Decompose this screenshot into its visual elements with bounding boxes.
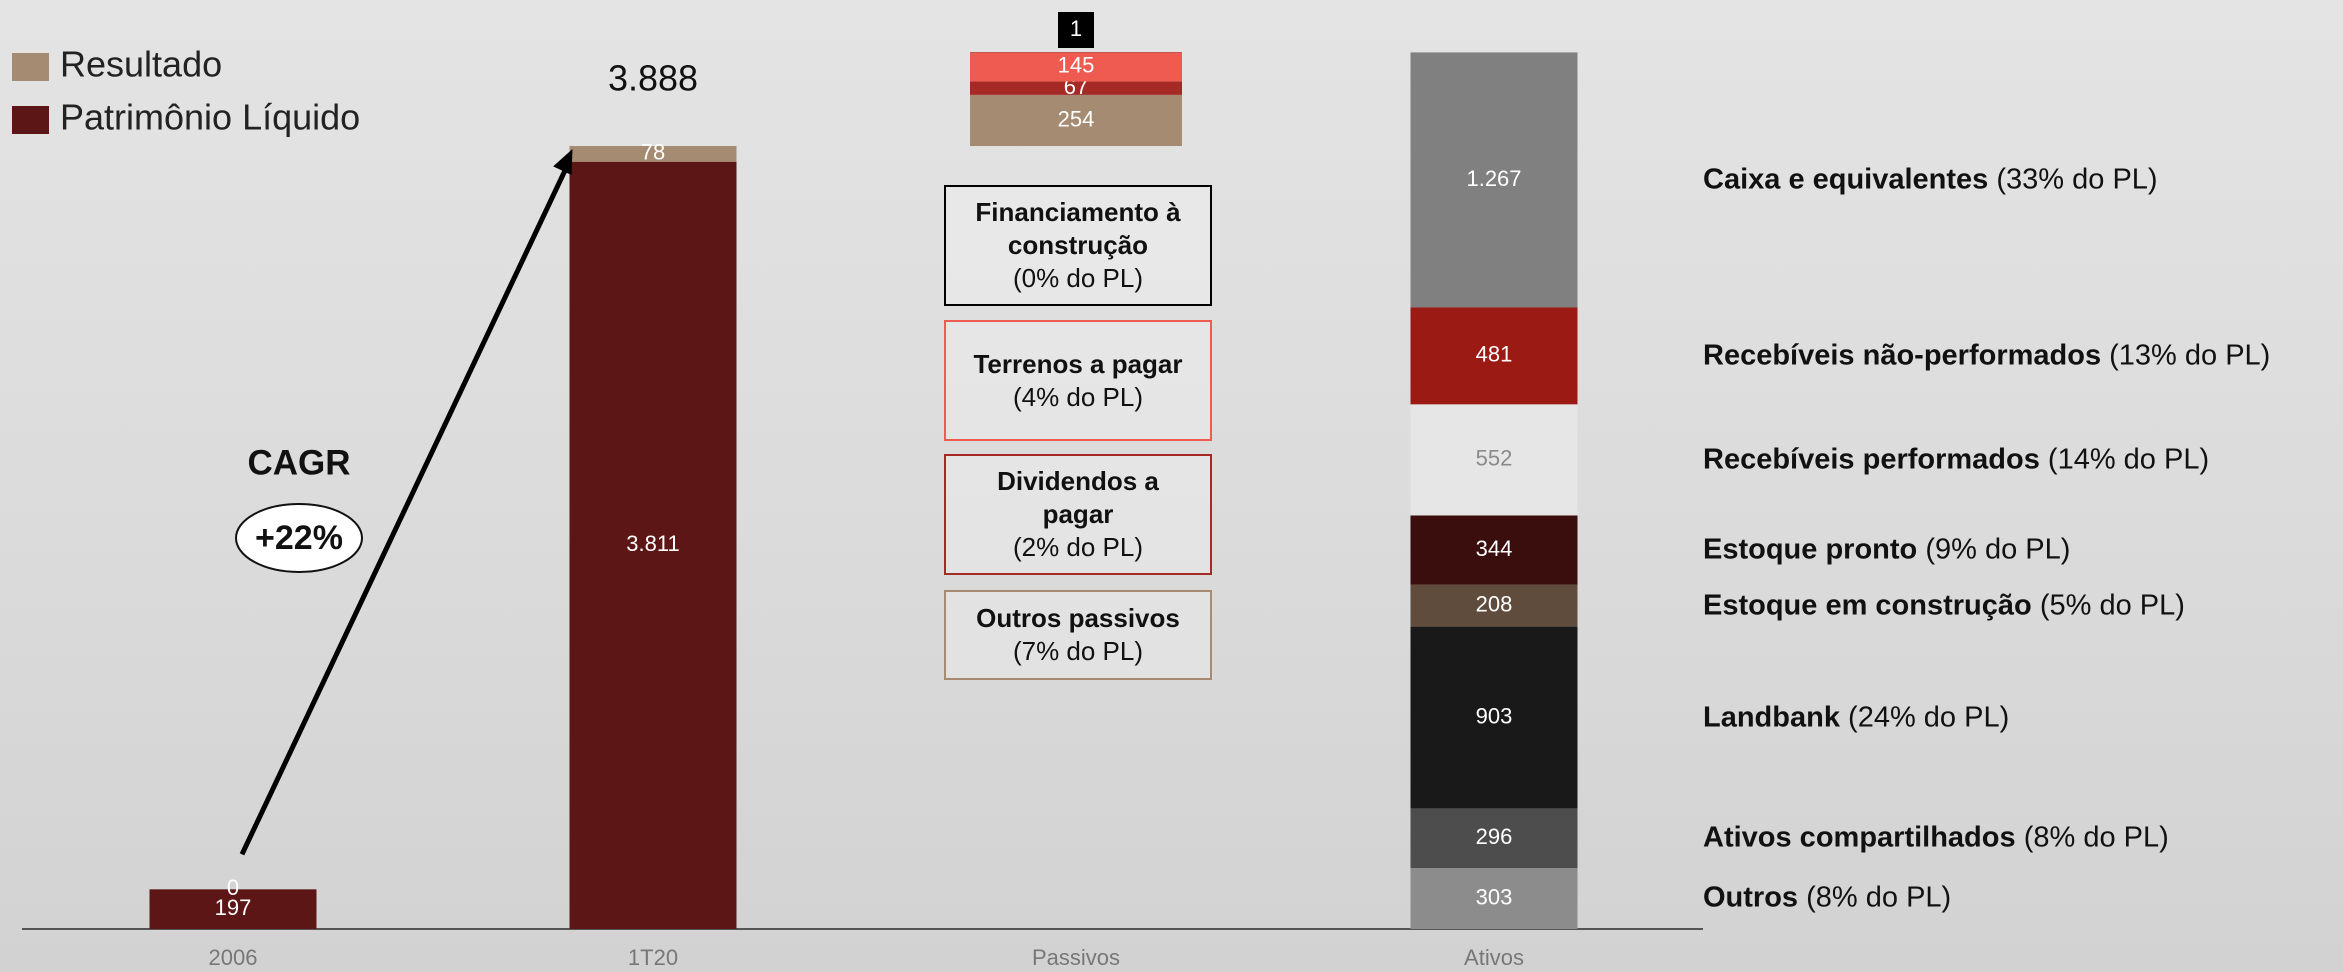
asset-name: Ativos compartilhados [1703, 821, 2016, 854]
data-label: 481 [1476, 342, 1513, 367]
bar-segment [970, 52, 1182, 82]
legend-label: Resultado [60, 44, 222, 85]
asset-name: Recebíveis não-performados [1703, 339, 2102, 372]
bar-segment [569, 146, 737, 162]
bar-segment [1410, 307, 1578, 405]
cagr-value: +22% [255, 519, 343, 557]
legend-swatch [12, 106, 49, 134]
liability-note: (2% do PL) [1012, 532, 1144, 562]
asset-note: (9% do PL) [1925, 533, 2071, 566]
asset-label: Recebíveis performados (14% do PL) [1703, 443, 2209, 476]
liability-name: Dividendos a pagar [997, 466, 1159, 529]
asset-label: Estoque pronto (9% do PL) [1703, 534, 2070, 567]
liability-box: Terrenos a pagar (4% do PL) [944, 320, 1212, 441]
data-label: 208 [1476, 591, 1513, 616]
data-label: 0 [227, 875, 239, 900]
cagr-title: CAGR [247, 443, 350, 482]
data-label: 197 [215, 895, 252, 920]
data-label: 254 [1058, 106, 1095, 131]
asset-name: Landbank [1703, 701, 1840, 733]
asset-label: Outros (8% do PL) [1703, 882, 1951, 915]
asset-label: Caixa e equivalentes (33% do PL) [1703, 163, 2158, 196]
liability-box: Financiamento à construção (0% do PL) [944, 185, 1212, 306]
data-label: 552 [1476, 446, 1513, 471]
asset-note: (33% do PL) [1996, 163, 2158, 196]
asset-label: Estoque em construção (5% do PL) [1703, 589, 2185, 622]
x-tick-label: Ativos [1464, 945, 1524, 970]
bar-segment [569, 161, 737, 930]
bar-segment [1410, 404, 1578, 516]
bar-segment [1410, 515, 1578, 585]
growth-arrow [239, 161, 571, 856]
bar-segment [1410, 867, 1578, 929]
liability-note: (0% do PL) [1012, 263, 1144, 293]
x-tick-label: 2006 [209, 945, 258, 970]
liability-note: (4% do PL) [1012, 381, 1144, 412]
asset-note: (8% do PL) [2023, 821, 2169, 854]
liability-box: Outros passivos (7% do PL) [944, 590, 1212, 680]
asset-name: Caixa e equivalentes [1703, 163, 1989, 196]
arrow-head [553, 149, 573, 176]
bar-segment [970, 81, 1182, 95]
data-label: 296 [1476, 824, 1513, 849]
bar-segment [1410, 808, 1578, 868]
asset-label: Recebíveis não-performados (13% do PL) [1703, 339, 2270, 372]
asset-note: (8% do PL) [1806, 881, 1952, 914]
cagr-ellipse [235, 503, 363, 573]
bar-segment [149, 889, 317, 929]
liability-name: Outros passivos [976, 603, 1180, 633]
liability-name: Terrenos a pagar [973, 348, 1183, 379]
liability-note: (7% do PL) [1012, 636, 1144, 666]
asset-note: (5% do PL) [2039, 589, 2185, 622]
data-label: 303 [1476, 884, 1513, 909]
legend-swatch [12, 53, 49, 81]
data-label: 3.811 [626, 531, 679, 556]
asset-note: (14% do PL) [2047, 443, 2210, 476]
data-label: 145 [1058, 53, 1095, 78]
x-tick-label: Passivos [1032, 945, 1120, 970]
bar-segment [1410, 626, 1578, 809]
asset-note: (24% do PL) [1848, 701, 2010, 733]
data-label: 78 [641, 140, 665, 165]
data-label: 1 [1070, 16, 1082, 41]
asset-name: Estoque pronto [1703, 533, 1918, 566]
bar-segment [1410, 584, 1578, 627]
label-box [1058, 12, 1094, 48]
legend-label: Patrimônio Líquido [60, 97, 360, 138]
data-label: 1.267 [1466, 166, 1521, 191]
x-tick-label: 1T20 [628, 945, 678, 970]
asset-label: Ativos compartilhados (8% do PL) [1703, 822, 2169, 855]
asset-name: Estoque em construção [1703, 589, 2032, 622]
liability-box: Dividendos a pagar (2% do PL) [944, 454, 1212, 575]
asset-label: Landbank (24% do PL) [1703, 701, 2009, 734]
bar-segment [970, 94, 1182, 147]
bar-segment [1410, 52, 1578, 308]
asset-note: (13% do PL) [2109, 339, 2271, 372]
data-label: 344 [1476, 536, 1513, 561]
total-label: 3.888 [608, 58, 698, 99]
data-label: 903 [1476, 703, 1513, 728]
asset-name: Outros [1703, 881, 1799, 914]
liability-name: Financiamento à construção [975, 197, 1181, 260]
asset-name: Recebíveis performados [1703, 443, 2040, 476]
